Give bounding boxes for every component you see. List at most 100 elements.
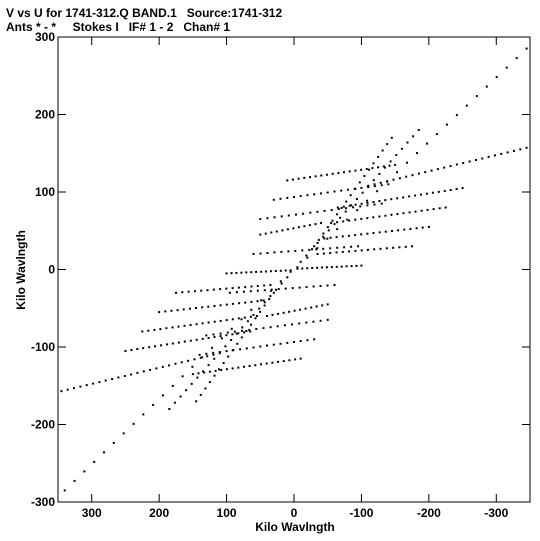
uv-point — [265, 270, 267, 273]
uv-point — [295, 213, 297, 216]
uv-point — [322, 247, 325, 250]
uv-point — [525, 47, 528, 50]
uv-point — [475, 95, 478, 98]
uv-point — [323, 237, 326, 240]
uv-point — [506, 151, 509, 154]
uv-point — [305, 254, 308, 257]
uv-point — [201, 356, 204, 359]
uv-point — [130, 373, 133, 376]
uv-point — [366, 201, 369, 204]
uv-point — [280, 282, 283, 285]
uv-point — [248, 365, 251, 367]
uv-point — [390, 198, 393, 201]
uv-point — [291, 178, 294, 181]
uv-point — [302, 212, 305, 215]
uv-point — [273, 216, 276, 219]
uv-point — [238, 302, 241, 305]
uv-point — [392, 178, 395, 181]
uv-point — [256, 285, 259, 287]
uv-point — [355, 264, 358, 267]
uv-point — [176, 309, 179, 312]
y-tick-label: 200 — [35, 108, 55, 122]
uv-point — [235, 271, 238, 274]
uv-point — [208, 381, 211, 384]
uv-point — [280, 215, 283, 218]
uv-point — [83, 470, 86, 473]
uv-point — [305, 321, 308, 324]
uv-point — [250, 285, 253, 288]
uv-point — [347, 234, 350, 237]
uv-point — [366, 232, 369, 235]
uv-point — [294, 358, 297, 361]
uv-point — [197, 372, 200, 375]
uv-point — [265, 362, 268, 365]
uv-point — [368, 168, 370, 171]
uv-point — [337, 172, 340, 174]
uv-point — [212, 351, 215, 354]
uv-point — [341, 250, 344, 253]
uv-point — [354, 187, 357, 190]
uv-point — [299, 308, 302, 311]
uv-point — [243, 365, 245, 368]
uv-point — [326, 318, 329, 321]
uv-point — [286, 179, 289, 182]
uv-point — [124, 349, 127, 352]
uv-point — [333, 284, 336, 286]
uv-point — [73, 479, 76, 482]
uv-point — [378, 200, 381, 202]
uv-point — [263, 304, 266, 307]
uv-point — [299, 357, 302, 360]
uv-point — [164, 310, 167, 313]
uv-point — [360, 186, 363, 189]
uv-point — [417, 129, 420, 131]
uv-point — [474, 159, 477, 161]
uv-point — [225, 272, 228, 275]
uv-point — [182, 308, 185, 311]
uv-point — [136, 371, 139, 374]
uv-point — [206, 289, 209, 292]
uv-point — [309, 176, 311, 179]
uv-point — [355, 198, 358, 200]
uv-point — [360, 217, 363, 220]
uv-point — [308, 248, 311, 251]
uv-point — [228, 291, 231, 294]
uv-point — [224, 345, 227, 348]
uv-point — [405, 175, 408, 178]
uv-point — [168, 364, 171, 367]
uv-point — [350, 245, 353, 248]
uv-point — [303, 176, 306, 179]
uv-point — [177, 341, 180, 344]
uv-point — [159, 328, 162, 331]
uv-point — [227, 355, 230, 358]
uv-point — [421, 226, 424, 229]
uv-point — [340, 265, 343, 268]
uv-point — [269, 284, 272, 286]
uv-point — [175, 291, 177, 294]
uv-point — [231, 349, 234, 352]
y-tick-label: 0 — [48, 263, 55, 277]
uv-point — [277, 360, 279, 363]
uv-point — [103, 451, 105, 454]
uv-point — [455, 163, 458, 166]
uv-point — [142, 370, 145, 373]
axis-ticks: 300 200 100 0 -100 -200 -300 -300 -200 -100 0 100 20… — [31, 30, 530, 520]
uv-point — [219, 304, 222, 307]
uv-point — [230, 327, 233, 330]
uv-point — [402, 196, 405, 199]
uv-point — [306, 339, 309, 342]
uv-point — [372, 216, 375, 219]
uv-point — [320, 222, 322, 224]
data-points — [60, 47, 528, 492]
uv-point — [340, 189, 343, 192]
uv-point — [225, 334, 228, 337]
uv-point — [79, 385, 82, 388]
uv-point — [204, 387, 207, 390]
uv-point — [219, 319, 222, 322]
uv-point — [279, 280, 282, 283]
uv-point — [427, 225, 430, 228]
uv-point — [485, 85, 488, 88]
uv-point — [191, 365, 194, 368]
uv-point — [327, 229, 330, 232]
uv-point — [263, 301, 266, 304]
uv-point — [179, 395, 182, 398]
